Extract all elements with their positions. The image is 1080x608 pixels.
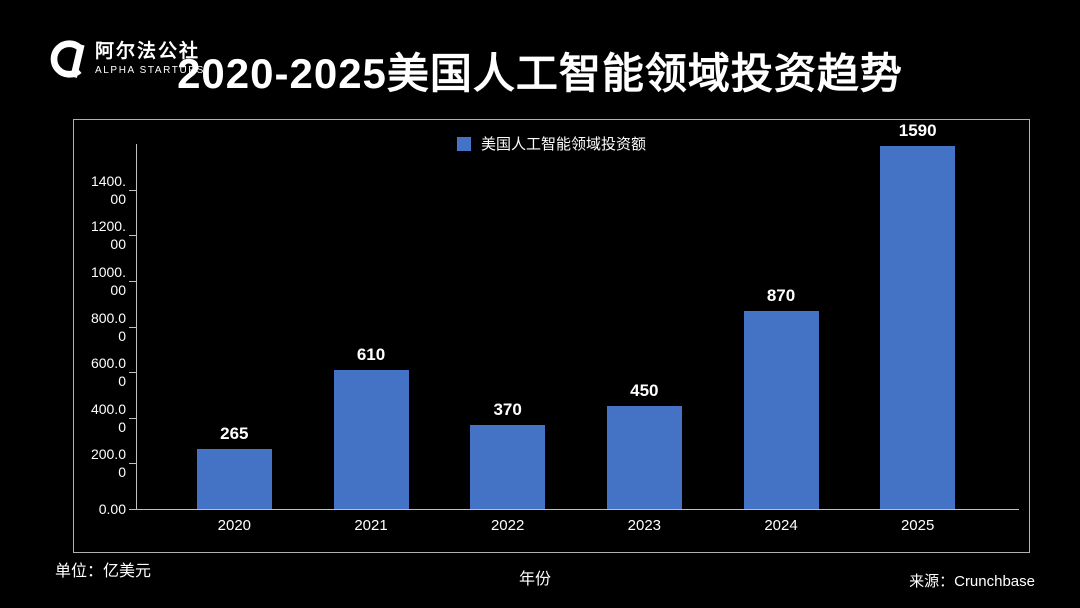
y-tick-mark (129, 509, 136, 510)
y-tick-mark (129, 189, 136, 191)
page-title: 2020-2025美国人工智能领域投资趋势 (177, 50, 903, 97)
legend-swatch (456, 136, 471, 151)
y-axis-line (136, 144, 137, 509)
bar (606, 406, 682, 509)
plot-area: 0.00 200.0 0 400.0 0 600.0 0 800.0 0 1000. 00 1200.… (74, 120, 1029, 552)
y-tick-label: 200.0 0 (90, 446, 126, 481)
x-axis-title: 年份 (518, 571, 551, 588)
alpha-startups-logo-icon (50, 40, 85, 78)
bar-value-label: 610 (356, 345, 386, 364)
bar-value-label: 450 (630, 381, 659, 400)
bar-value-label: 870 (766, 286, 796, 305)
y-tick-label: 1000. 00 (90, 263, 126, 298)
bar (743, 311, 819, 509)
y-tick-mark (129, 235, 136, 237)
x-axis-line (136, 509, 1019, 510)
x-tick-label: 2022 (490, 517, 525, 534)
bar-value-label: 370 (493, 400, 522, 419)
y-tick-label: 400.0 0 (90, 400, 126, 435)
legend-label: 美国人工智能领域投资额 (480, 136, 646, 153)
y-tick-mark (129, 463, 136, 465)
brand-logo-text: 阿尔法公社 ALPHA STARTUPS (95, 41, 205, 76)
chart-legend: 美国人工智能领域投资额 (74, 133, 1029, 154)
x-tick-label: 2023 (627, 517, 662, 534)
bar (470, 425, 546, 509)
x-tick-label: 2021 (354, 517, 388, 534)
x-tick-label: 2020 (217, 517, 252, 534)
bar (333, 370, 409, 509)
y-tick-label: 600.0 0 (90, 355, 126, 390)
y-tick-label: 800.0 0 (90, 309, 126, 344)
bar-value-label: 1590 (898, 121, 937, 140)
source-note: 来源：Crunchbase (909, 573, 1035, 590)
brand-name-cn: 阿尔法公社 (95, 41, 201, 63)
brand-name-en: ALPHA STARTUPS (95, 64, 205, 76)
brand-logo: 阿尔法公社 ALPHA STARTUPS (45, 36, 205, 82)
y-tick-label: 0.00 (98, 501, 126, 517)
y-tick-mark (129, 417, 136, 419)
y-tick-mark (129, 280, 136, 282)
y-tick-mark (129, 372, 136, 374)
y-tick-mark (129, 326, 136, 328)
y-tick-label: 1200. 00 (90, 218, 126, 253)
chart-area: 美国人工智能领域投资额 0.00 200.0 0 400.0 0 600.0 0 800.0 0… (73, 119, 1030, 553)
x-tick-label: 2025 (900, 517, 935, 534)
y-tick-label: 1400. 00 (90, 172, 126, 207)
bar (196, 449, 272, 509)
bar (880, 146, 956, 509)
bar-value-label: 265 (220, 424, 249, 443)
x-tick-label: 2024 (764, 517, 798, 534)
unit-note: 单位：亿美元 (55, 563, 152, 580)
